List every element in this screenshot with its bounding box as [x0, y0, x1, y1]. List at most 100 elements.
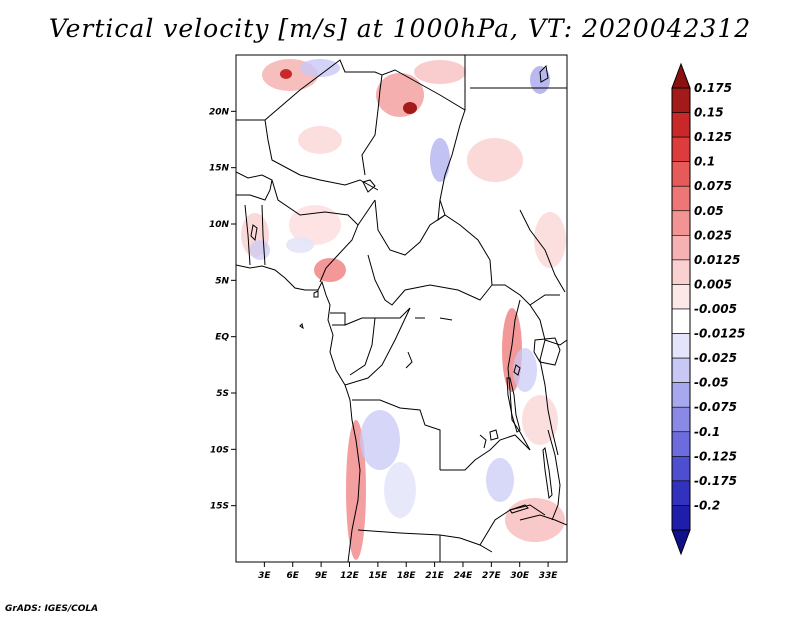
- updraft-patch-sudan: [467, 138, 523, 182]
- border-egypt-sudan: [439, 109, 466, 216]
- colorbar-label: -0.1: [694, 425, 720, 439]
- downdraft-patch-libya: [430, 138, 450, 182]
- lon-tick-label: 12E: [340, 571, 360, 581]
- lat-tick-label: 10S: [210, 445, 229, 455]
- colorbar-label: 0.1: [694, 155, 715, 169]
- border-namibia: [357, 529, 493, 553]
- updraft-patch-kenya: [534, 212, 566, 268]
- downdraft-patch-ethiopia: [530, 66, 550, 94]
- downdraft-patch-nigeria: [286, 237, 314, 253]
- border-south-sudan: [492, 284, 560, 306]
- downdraft-patch-east: [513, 348, 537, 392]
- lake-tana-ethiopia: [539, 64, 549, 83]
- border-angola-north: [352, 399, 441, 470]
- colorbar-label: -0.175: [694, 474, 737, 488]
- lon-tick-label: 24E: [454, 571, 474, 581]
- lat-tick-label: 10N: [209, 220, 230, 230]
- colorbar-top-arrow: [671, 62, 691, 89]
- lon-tick-label: 9E: [315, 571, 328, 581]
- border-chad-car: [374, 199, 493, 286]
- downdraft-patch-congo: [360, 410, 400, 470]
- colorbar-swatch: [671, 333, 691, 359]
- border-malawi: [547, 429, 561, 521]
- colorbar-label: -0.005: [694, 302, 737, 316]
- border-drc-east: [507, 299, 531, 451]
- coastline-atlantic: [236, 264, 361, 562]
- longitude-axis: 3E 6E 9E 12E 15E 18E 21E 24E 27E 30E 33E: [258, 562, 558, 581]
- colorbar-label: 0.025: [694, 228, 732, 242]
- colorbar-swatch: [671, 235, 691, 261]
- lake-malawi: [542, 446, 553, 500]
- colorbar-swatch: [671, 185, 691, 212]
- colorbar-swatch: [671, 456, 691, 482]
- colorbar-swatch: [671, 505, 691, 531]
- border-congo-drc: [344, 307, 411, 386]
- lon-tick-label: 15E: [369, 571, 389, 581]
- lake-victoria: [533, 337, 561, 366]
- lon-tick-label: 6E: [287, 571, 300, 581]
- border-mali-niger: [264, 119, 379, 191]
- lake-mweru: [489, 429, 499, 441]
- colorbar-label: -0.0125: [694, 327, 745, 341]
- lon-tick-label: 33E: [539, 571, 559, 581]
- latitude-axis: 20N 15N 10N 5N EQ 5S 10S 15S: [209, 107, 236, 512]
- colorbar-swatch: [671, 406, 691, 433]
- colorbar-label: 0.05: [694, 204, 724, 218]
- colorbar-swatch: [671, 308, 691, 334]
- lake-volta: [250, 224, 258, 242]
- colorbar-swatch: [671, 161, 691, 187]
- colorbar-swatch: [671, 136, 691, 162]
- colorbar-label: -0.025: [694, 351, 737, 365]
- updraft-core-sahara-west: [280, 69, 292, 79]
- map-frame: [235, 54, 568, 563]
- updraft-patch-sahara-north: [414, 60, 466, 84]
- colorbar-swatch: [671, 112, 691, 138]
- updraft-patch-angola-coast: [346, 420, 366, 560]
- updraft-patch-cameroon: [314, 258, 346, 282]
- political-boundaries: [236, 55, 567, 562]
- colorbar-swatch: [671, 357, 691, 383]
- colorbar-label: -0.125: [694, 449, 737, 463]
- colorbar-label: 0.0125: [694, 253, 740, 267]
- lake-tanganyika-south: [479, 434, 487, 449]
- lake-kariba: [509, 504, 529, 514]
- lake-kivu: [513, 364, 521, 376]
- border-tanzania: [539, 339, 559, 456]
- border-algeria-libya: [236, 55, 466, 121]
- lat-tick-label: 15S: [210, 502, 229, 512]
- colorbar-frame: [671, 87, 691, 531]
- border-cameroon-car: [367, 254, 493, 306]
- colorbar-bottom-arrow: [671, 529, 691, 556]
- lon-tick-label: 30E: [510, 571, 530, 581]
- colorbar-label: 0.175: [694, 81, 732, 95]
- border-eq-guinea-gabon: [330, 312, 346, 326]
- lake-chad: [362, 179, 376, 193]
- updraft-patch-mali: [298, 126, 342, 154]
- colorbar-label: 0.125: [694, 130, 732, 144]
- border-nigeria-cameroon: [319, 224, 359, 283]
- border-sudan-ethiopia: [519, 209, 566, 293]
- lon-tick-label: 21E: [425, 571, 445, 581]
- lake-drc-2: [439, 317, 453, 321]
- downdraft-patch-angola: [384, 462, 416, 518]
- downdraft-patch-mozambique: [486, 458, 514, 502]
- border-mozambique: [519, 514, 567, 526]
- border-gabon-congo: [344, 317, 376, 376]
- colorbar-label: -0.05: [694, 376, 729, 390]
- downdraft-patch-gulf: [250, 240, 270, 260]
- lake-drc-3: [405, 351, 413, 369]
- grads-credit: GrADS: IGES/COLA: [5, 604, 99, 614]
- colorbar-swatch: [671, 87, 691, 113]
- updraft-core-tibesti: [403, 102, 417, 114]
- colorbar-swatch: [671, 382, 691, 408]
- updraft-patch-tibesti: [376, 73, 424, 117]
- island-sao-tome: [299, 323, 304, 330]
- lake-tanganyika: [506, 377, 521, 433]
- colorbar: 0.175 0.15 0.125 0.1 0.075 0.05 0.025 0.0125 0.0…: [671, 62, 745, 556]
- lat-tick-label: 5S: [216, 389, 229, 399]
- lat-tick-label: 5N: [215, 276, 229, 286]
- colorbar-swatch: [671, 210, 691, 236]
- velocity-field: [241, 59, 566, 560]
- lat-tick-label: EQ: [215, 333, 229, 343]
